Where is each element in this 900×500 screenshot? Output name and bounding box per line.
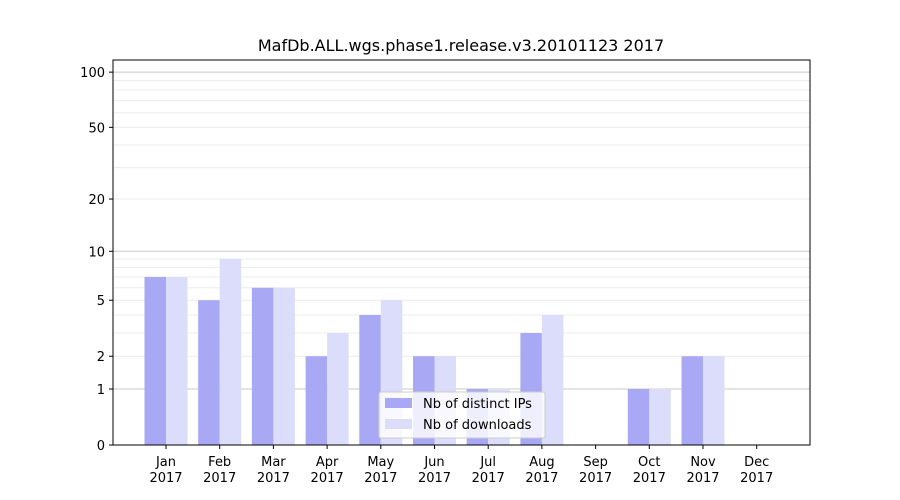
x-tick-label-year: 2017 <box>686 471 719 486</box>
bar-distinct-ips <box>681 356 703 445</box>
x-tick-label-month: Aug <box>529 455 554 470</box>
y-tick-label: 100 <box>80 66 105 81</box>
bar-distinct-ips <box>627 389 650 445</box>
y-axis: 0 1 2 5 10 20 50 100 <box>80 66 113 454</box>
x-tick-label-year: 2017 <box>525 471 558 486</box>
x-tick-label-month: Jan <box>155 455 176 470</box>
bar-downloads <box>649 389 671 445</box>
x-tick-label-month: Nov <box>690 455 716 470</box>
bar-distinct-ips <box>251 287 274 445</box>
bar-downloads <box>541 314 564 445</box>
x-tick-label-month: Jun <box>423 455 444 470</box>
bar-downloads <box>273 287 295 445</box>
bar-downloads <box>166 277 188 445</box>
y-tick-label: 1 <box>97 383 105 398</box>
x-tick-label-month: Apr <box>316 455 339 470</box>
x-tick-label-year: 2017 <box>579 471 612 486</box>
legend-label-downloads: Nb of downloads <box>423 418 532 433</box>
bar-distinct-ips <box>359 314 381 445</box>
x-tick-label-month: Sep <box>583 455 608 470</box>
y-tick-label: 10 <box>88 245 105 260</box>
bar-downloads <box>703 356 725 445</box>
x-tick-label-year: 2017 <box>311 471 344 486</box>
bar-distinct-ips <box>198 300 220 445</box>
x-tick-label-year: 2017 <box>203 471 236 486</box>
plot-frame <box>112 59 811 446</box>
legend-label-distinct-ips: Nb of distinct IPs <box>423 397 532 412</box>
bar-downloads <box>219 258 242 445</box>
x-tick-label-month: Dec <box>744 455 769 470</box>
x-tick-label-month: Feb <box>208 455 231 470</box>
legend-swatch-downloads <box>385 419 412 429</box>
x-tick-label-year: 2017 <box>740 471 773 486</box>
x-tick-label-year: 2017 <box>149 471 182 486</box>
x-tick-label-year: 2017 <box>418 471 451 486</box>
y-tick-label: 5 <box>97 294 105 309</box>
y-tick-label: 0 <box>97 439 105 454</box>
legend: Nb of distinct IPs Nb of downloads <box>378 391 546 439</box>
chart-title: MafDb.ALL.wgs.phase1.release.v3.20101123… <box>258 36 664 55</box>
legend-box <box>378 391 546 439</box>
x-tick-label-month: May <box>367 455 394 470</box>
y-tick-label: 20 <box>88 193 105 208</box>
x-tick-label-year: 2017 <box>257 471 290 486</box>
bar-downloads <box>327 333 349 445</box>
x-tick-label-month: Mar <box>261 455 286 470</box>
x-tick-label-year: 2017 <box>364 471 397 486</box>
bar-distinct-ips <box>305 356 328 445</box>
x-tick-label-year: 2017 <box>633 471 666 486</box>
y-tick-label: 2 <box>97 350 105 365</box>
x-tick-label-month: Jul <box>479 455 496 470</box>
legend-swatch-distinct-ips <box>385 398 412 408</box>
bar-distinct-ips <box>144 277 166 445</box>
y-tick-label: 50 <box>88 121 105 136</box>
x-tick-label-month: Oct <box>638 455 660 470</box>
x-tick-label-year: 2017 <box>472 471 505 486</box>
x-axis: Jan2017Feb2017Mar2017Apr2017May2017Jun20… <box>149 445 773 486</box>
